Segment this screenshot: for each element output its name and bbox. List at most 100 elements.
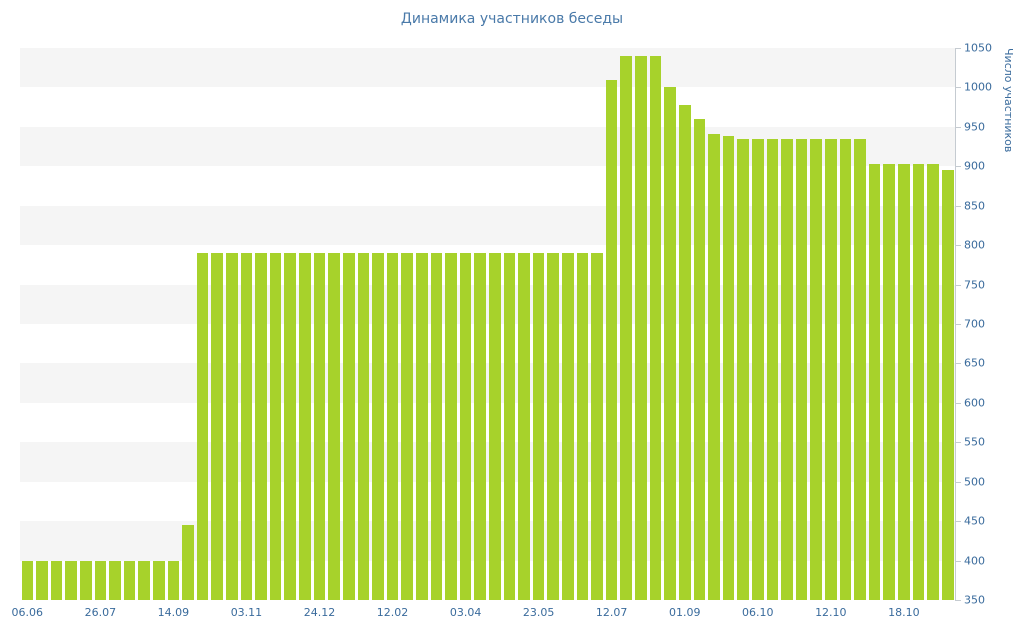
bar[interactable] bbox=[795, 138, 808, 600]
bar[interactable] bbox=[547, 253, 560, 600]
bar[interactable] bbox=[167, 560, 180, 600]
bar[interactable] bbox=[226, 253, 238, 600]
plot-area bbox=[20, 48, 955, 600]
y-tick-label: 350 bbox=[964, 593, 985, 607]
x-tick-label: 14.09 bbox=[157, 606, 190, 619]
bar[interactable] bbox=[415, 253, 428, 600]
y-tick bbox=[956, 402, 961, 404]
bar[interactable] bbox=[912, 163, 925, 600]
bar[interactable] bbox=[299, 253, 311, 600]
bar[interactable] bbox=[664, 87, 676, 600]
bar[interactable] bbox=[518, 253, 530, 600]
y-tick bbox=[956, 166, 961, 168]
bar[interactable] bbox=[489, 253, 501, 600]
y-tick bbox=[956, 284, 961, 286]
y-tick bbox=[956, 87, 961, 89]
y-axis-line bbox=[955, 48, 956, 601]
bar[interactable] bbox=[284, 253, 297, 600]
y-tick-label: 400 bbox=[964, 554, 985, 568]
bar[interactable] bbox=[386, 253, 399, 600]
bar[interactable] bbox=[430, 253, 443, 600]
bar[interactable] bbox=[138, 560, 150, 600]
bar[interactable] bbox=[474, 253, 486, 600]
bar[interactable] bbox=[722, 136, 735, 600]
bar[interactable] bbox=[620, 55, 633, 600]
bar[interactable] bbox=[269, 253, 282, 600]
x-tick-label: 12.02 bbox=[376, 606, 409, 619]
bar[interactable] bbox=[503, 253, 516, 600]
bar[interactable] bbox=[766, 138, 779, 600]
bar[interactable] bbox=[532, 253, 545, 600]
x-tick-label: 24.12 bbox=[303, 606, 336, 619]
bar[interactable] bbox=[737, 138, 749, 600]
bar[interactable] bbox=[591, 253, 603, 600]
plot-band bbox=[20, 87, 955, 126]
bar[interactable] bbox=[196, 253, 209, 600]
bar[interactable] bbox=[357, 253, 370, 600]
bar[interactable] bbox=[459, 253, 472, 600]
bar[interactable] bbox=[693, 118, 706, 600]
bar[interactable] bbox=[941, 170, 954, 600]
bar[interactable] bbox=[927, 163, 939, 600]
bar[interactable] bbox=[445, 253, 457, 600]
bar[interactable] bbox=[605, 79, 618, 600]
y-tick-label: 600 bbox=[964, 396, 985, 410]
bar[interactable] bbox=[751, 138, 764, 600]
y-tick-label: 1050 bbox=[964, 41, 992, 55]
bar[interactable] bbox=[649, 55, 662, 600]
y-tick bbox=[956, 481, 961, 483]
bar[interactable] bbox=[708, 133, 720, 600]
y-tick bbox=[956, 600, 961, 601]
bar[interactable] bbox=[854, 138, 866, 600]
bar[interactable] bbox=[401, 253, 413, 600]
bar[interactable] bbox=[182, 525, 194, 600]
bar[interactable] bbox=[211, 253, 224, 600]
bar[interactable] bbox=[79, 560, 92, 600]
x-tick-label: 23.05 bbox=[522, 606, 555, 619]
plot-band bbox=[20, 48, 955, 88]
bar[interactable] bbox=[313, 253, 326, 600]
y-tick-label: 850 bbox=[964, 199, 985, 213]
x-tick-label: 03.11 bbox=[230, 606, 263, 619]
y-tick bbox=[956, 560, 961, 562]
bar[interactable] bbox=[635, 55, 647, 600]
bar[interactable] bbox=[678, 104, 691, 600]
y-tick bbox=[956, 205, 961, 207]
y-tick-label: 800 bbox=[964, 238, 985, 252]
bar[interactable] bbox=[36, 560, 48, 600]
y-tick bbox=[956, 126, 961, 128]
bar[interactable] bbox=[94, 560, 107, 600]
bar[interactable] bbox=[372, 253, 384, 600]
y-tick-label: 700 bbox=[964, 317, 985, 331]
bar[interactable] bbox=[825, 138, 837, 600]
x-tick-label: 01.09 bbox=[668, 606, 701, 619]
y-tick bbox=[956, 324, 961, 325]
y-tick bbox=[956, 48, 961, 49]
bar[interactable] bbox=[839, 138, 852, 600]
bar[interactable] bbox=[342, 253, 355, 600]
x-tick-label: 18.10 bbox=[888, 606, 920, 619]
bar[interactable] bbox=[123, 560, 136, 600]
bar[interactable] bbox=[576, 253, 589, 600]
bar[interactable] bbox=[562, 253, 574, 600]
x-tick-label: 12.10 bbox=[815, 606, 847, 619]
bar[interactable] bbox=[152, 560, 165, 600]
y-tick bbox=[956, 245, 961, 247]
y-tick bbox=[956, 442, 961, 444]
bar[interactable] bbox=[810, 138, 823, 600]
y-tick-label: 1000 bbox=[964, 80, 992, 94]
bar[interactable] bbox=[109, 560, 121, 600]
bar[interactable] bbox=[50, 560, 63, 600]
bar[interactable] bbox=[21, 560, 34, 600]
bar[interactable] bbox=[240, 253, 253, 600]
bar[interactable] bbox=[898, 163, 910, 600]
bar[interactable] bbox=[65, 560, 77, 600]
bar[interactable] bbox=[883, 163, 896, 600]
bar[interactable] bbox=[868, 163, 881, 600]
x-tick-label: 06.06 bbox=[11, 606, 44, 619]
x-tick-label: 03.04 bbox=[449, 606, 482, 619]
bar[interactable] bbox=[255, 253, 267, 600]
bar[interactable] bbox=[328, 253, 340, 600]
bar[interactable] bbox=[781, 138, 793, 600]
